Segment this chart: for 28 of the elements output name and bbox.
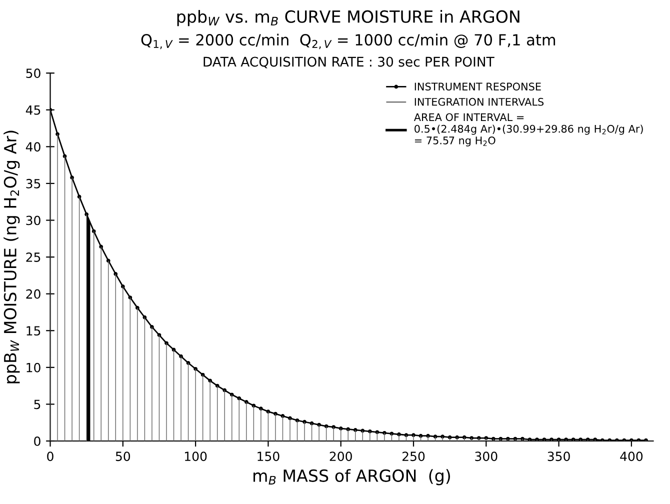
y-tick-label: 15 — [26, 326, 40, 336]
text: DATA ACQUISITION RATE : 30 sec PER POINT — [204, 56, 494, 68]
text: AREA OF INTERVAL = 0.5•(2.484g Ar)•(30.99+29.86 ng H$_{2}$O/g Ar) = 75.57 ng H$_{2}$O — [414, 113, 643, 146]
x-tick-label: 100 — [184, 452, 207, 462]
x-tick-label: 200 — [330, 452, 352, 462]
x-tick-label: 250 — [402, 452, 425, 462]
x-tick-label: 0 — [47, 452, 54, 462]
chart-subtitle: Q$_{1,V}$ = 2000 cc/min Q$_{2,V}$ = 1000 cc/min @ 70 F,1 atm — [141, 34, 556, 50]
y-tick-label: 5 — [34, 400, 40, 410]
x-tick-label: 50 — [116, 452, 130, 462]
y-tick-label: 20 — [26, 289, 40, 299]
x-tick-label: 300 — [475, 452, 498, 462]
y-tick-label: 10 — [26, 362, 40, 372]
y-tick-label: 0 — [34, 436, 40, 446]
y-tick-label: 25 — [26, 252, 40, 262]
y-axis-title: ppB$_{W}$ MOISTURE (ng H$_{2}$O/g Ar) — [4, 130, 20, 384]
legend-label: INSTRUMENT RESPONSE — [414, 82, 541, 91]
x-tick-label: 400 — [620, 452, 643, 462]
y-tick-label: 30 — [26, 216, 40, 226]
y-tick-label: 35 — [26, 178, 40, 188]
y-tick-label: 45 — [26, 106, 40, 115]
y-tick-label: 40 — [26, 142, 40, 152]
y-tick-label: 50 — [26, 68, 40, 78]
x-tick-label: 150 — [258, 452, 280, 462]
chart-title: ppb$_{W}$ vs. m$_{B}$ CURVE MOISTURE in ARGON — [177, 10, 520, 26]
legend-label: INTEGRATION INTERVALS — [414, 98, 544, 106]
x-tick-label: 350 — [548, 452, 570, 462]
x-axis-title: m$_{B}$ MASS of ARGON (g) — [254, 469, 450, 486]
